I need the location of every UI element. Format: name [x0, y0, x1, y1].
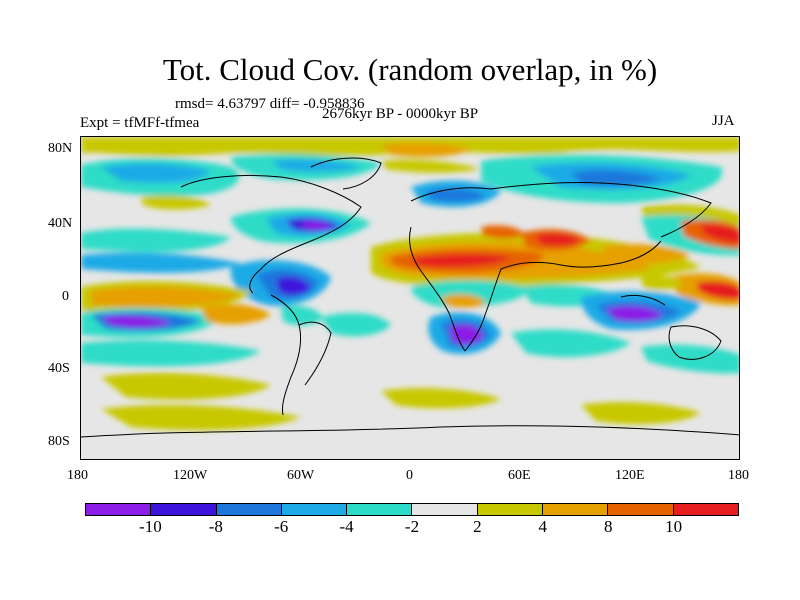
colorbar-swatch-5 [347, 504, 413, 515]
map-area [80, 136, 740, 460]
lon-tick-0: 0 [406, 468, 413, 483]
colorbar-swatch-8 [543, 504, 609, 515]
lat-tick-0: 0 [62, 289, 69, 304]
colorbar-label: -2 [404, 517, 420, 536]
colorbar-label: 2 [473, 517, 482, 536]
cloud-anomaly-field [81, 137, 739, 459]
colorbar-swatch-3 [216, 504, 282, 515]
colorbar-swatch-2 [151, 504, 217, 515]
lat-tick-80s: 80S [48, 434, 70, 449]
colorbar-swatch-6 [412, 504, 478, 515]
colorbar-label: -8 [208, 517, 223, 536]
lon-tick-180w: 180 [67, 468, 88, 483]
colorbar-label: -6 [274, 517, 289, 536]
lon-tick-120w: 120W [173, 468, 208, 483]
colorbar-swatch-1 [86, 504, 152, 515]
lon-tick-60w: 60W [287, 468, 315, 483]
colorbar-label: -4 [339, 517, 354, 536]
map-title: Tot. Cloud Cov. (random overlap, in %) [162, 52, 658, 87]
colorbar-label: 8 [603, 517, 613, 536]
stats-label: rmsd= 4.63797 diff= -0.958836 [175, 96, 365, 112]
lat-tick-80n: 80N [48, 141, 73, 156]
colorbar-label: 4 [538, 517, 548, 536]
colorbar-swatch-9 [608, 504, 674, 515]
lon-tick-60e: 60E [508, 468, 531, 483]
lon-tick-180e: 180 [728, 468, 749, 483]
colorbar-swatch-10 [673, 504, 738, 515]
period-label: 2676kyr BP - 0000kyr BP [322, 106, 479, 122]
colorbar-swatch-4 [281, 504, 348, 515]
season-label: JJA [712, 113, 735, 129]
lat-tick-40n: 40N [48, 216, 73, 231]
colorbar-label: -10 [139, 517, 162, 536]
experiment-label: Expt = tfMFf-tfmea [80, 115, 200, 131]
lat-tick-40s: 40S [48, 361, 70, 376]
colorbar-label: 10 [665, 517, 683, 536]
colorbar [85, 503, 739, 516]
colorbar-swatch-7 [477, 504, 544, 515]
lon-tick-120e: 120E [615, 468, 645, 483]
